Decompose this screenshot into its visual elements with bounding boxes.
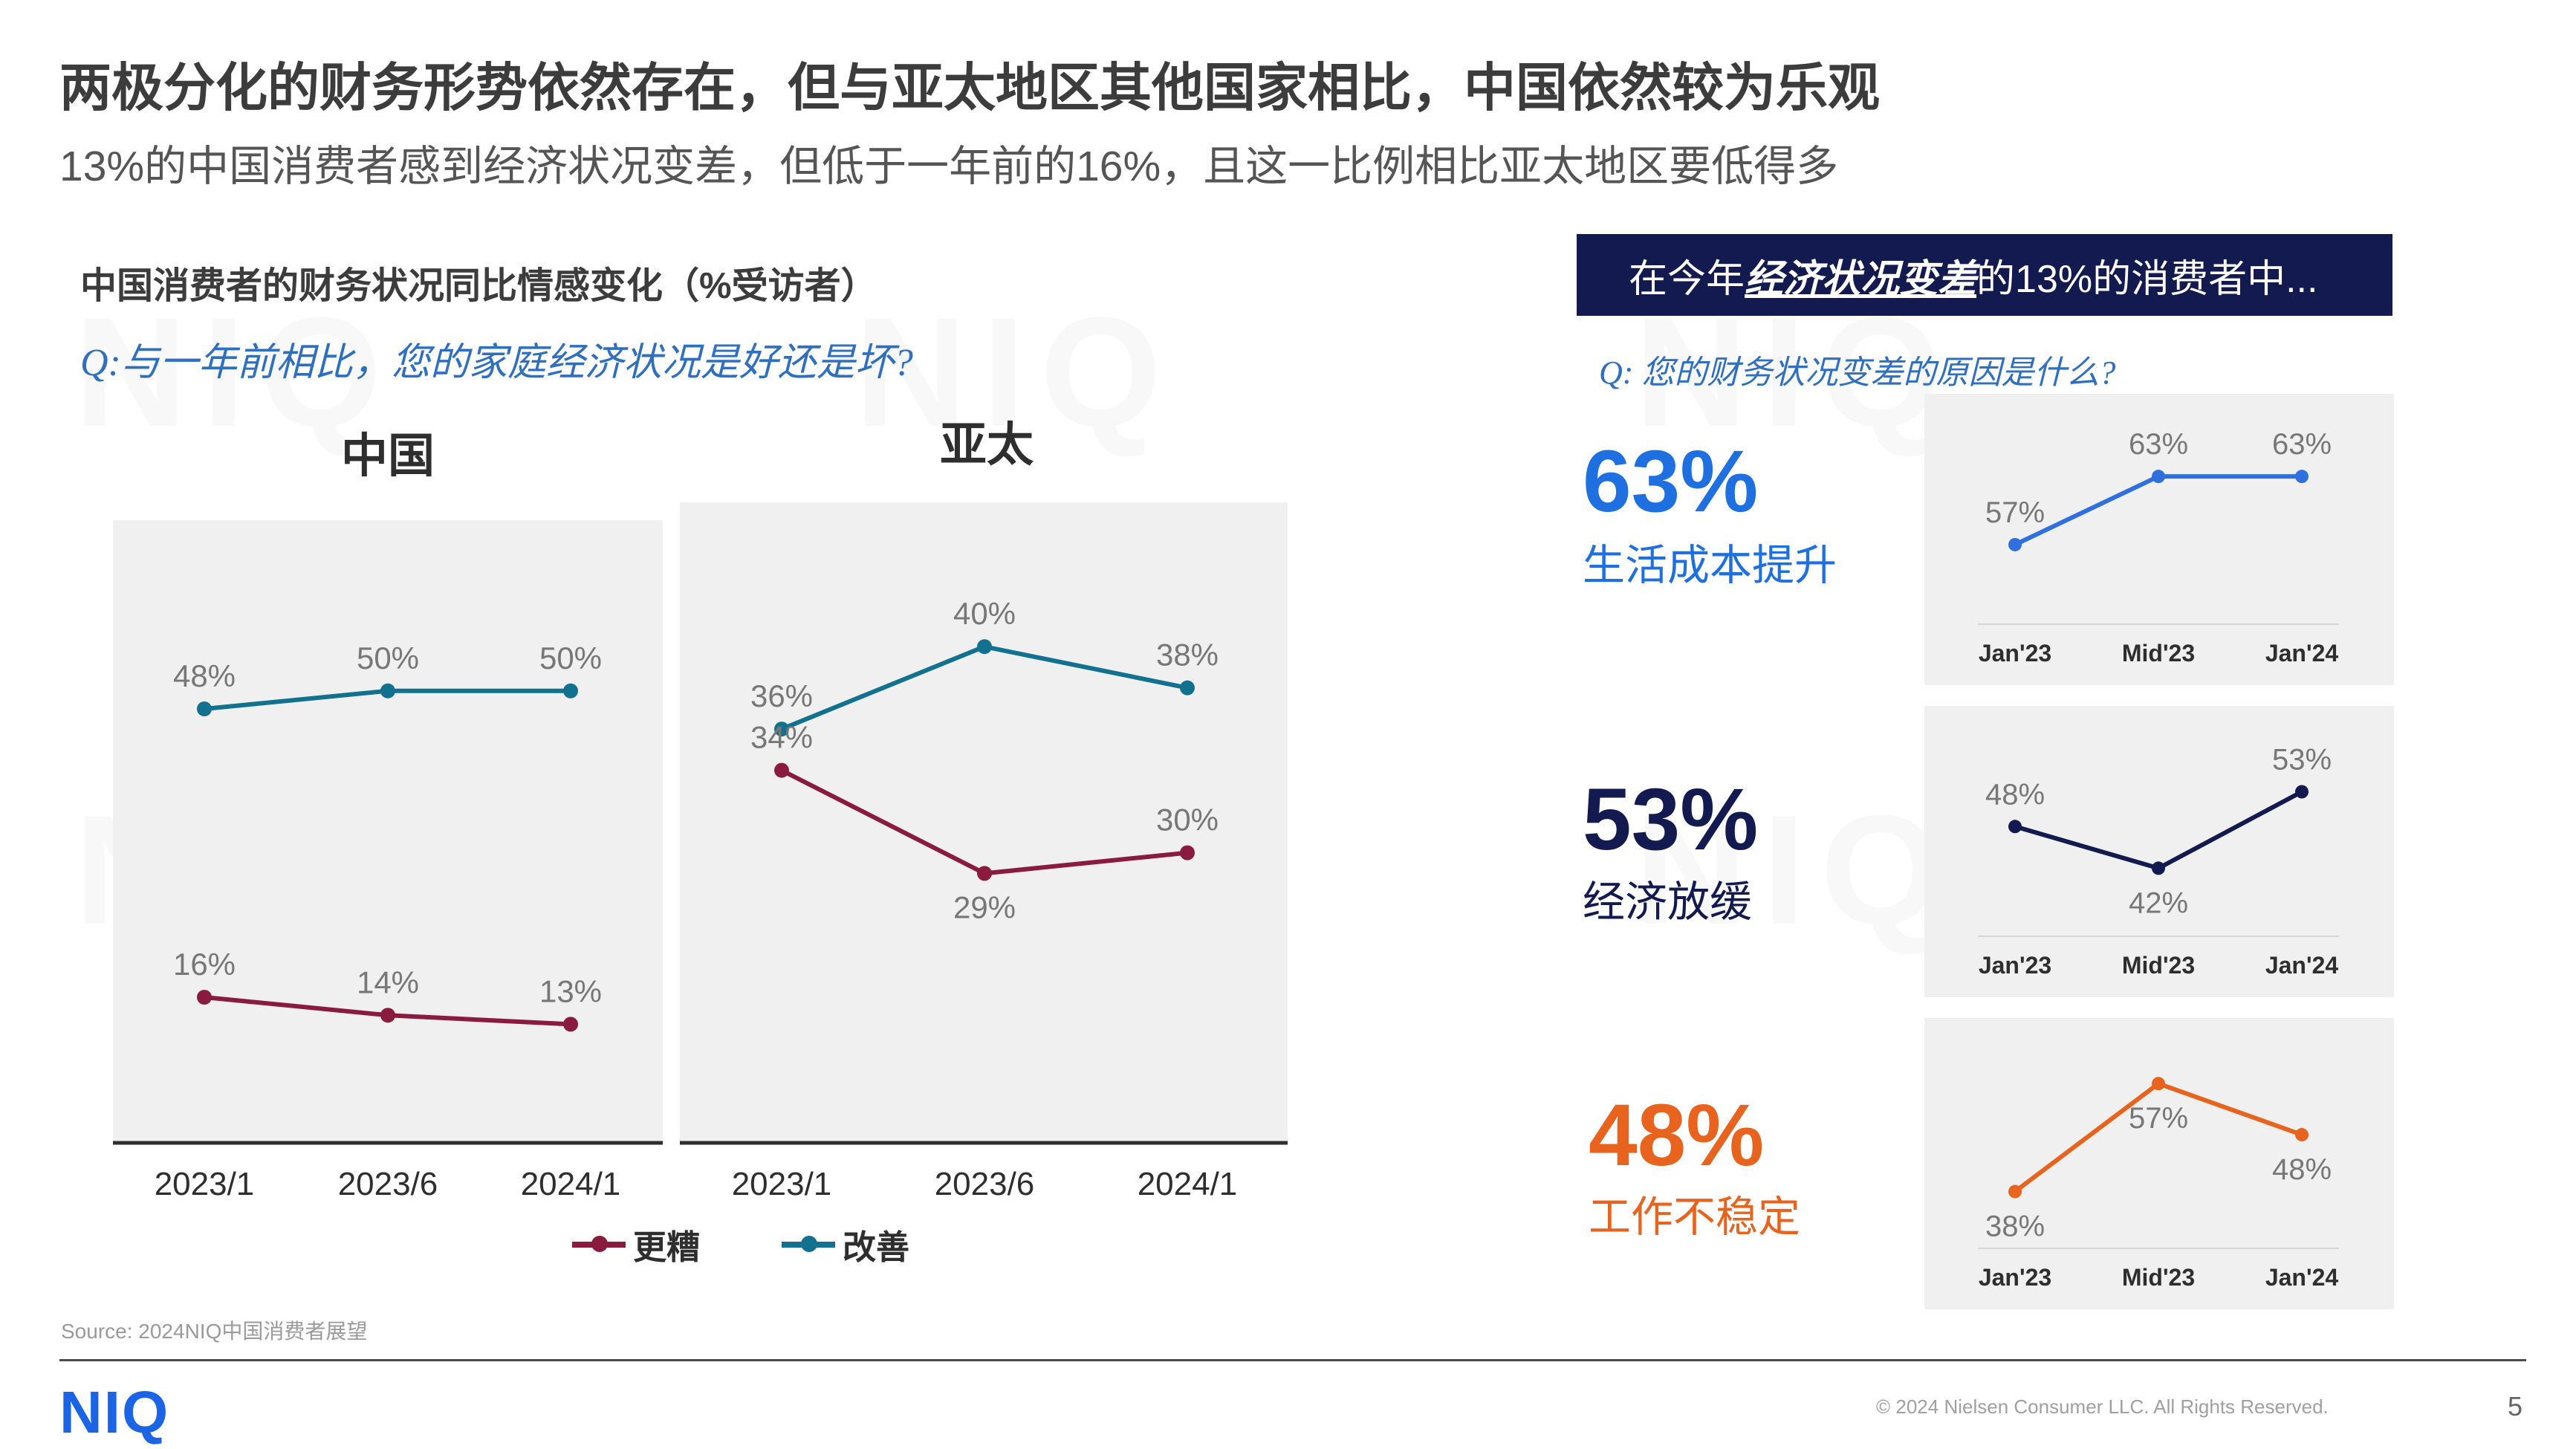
- data-point: [2295, 1128, 2309, 1142]
- data-point: [977, 866, 992, 881]
- data-point: [977, 639, 992, 655]
- data-label: 14%: [357, 965, 419, 999]
- data-point: [2295, 785, 2309, 799]
- data-label: 63%: [2272, 428, 2332, 461]
- page-title: 两极分化的财务形势依然存在，但与亚太地区其他国家相比，中国依然较为乐观: [59, 59, 1880, 117]
- legend-swatch-worse: [572, 1235, 626, 1252]
- data-label: 42%: [2129, 886, 2188, 919]
- data-label: 38%: [1156, 638, 1219, 672]
- x-tick-label: Jan'23: [1979, 640, 2051, 667]
- data-label: 34%: [750, 720, 813, 755]
- data-label: 30%: [1156, 803, 1219, 837]
- apac-chart-title: 亚太: [940, 419, 1034, 471]
- copyright-text: © 2024 Nielsen Consumer LLC. All Rights …: [1876, 1395, 2329, 1418]
- data-point: [563, 1017, 578, 1032]
- china-plot-area: [113, 520, 663, 1141]
- economy-slowdown-chart-bg: [1924, 706, 2394, 997]
- data-label: 53%: [2272, 744, 2332, 777]
- cost-of-living-chart-bg: [1924, 394, 2394, 685]
- data-point: [380, 1008, 395, 1023]
- page-number: 5: [2508, 1391, 2523, 1422]
- left-charts-svg: 中国 亚太 2023/1 2023/6 2024/1 48% 50% 50% 16% 14% 1…: [113, 419, 1288, 1202]
- data-label: 48%: [2272, 1153, 2332, 1186]
- data-label: 38%: [1985, 1210, 2045, 1243]
- reason-1-label: 生活成本提升: [1583, 542, 1837, 589]
- data-label: 29%: [953, 889, 1016, 924]
- left-question: Q:与一年前相比，您的家庭经济状况是好还是坏?: [80, 342, 913, 384]
- page-subtitle: 13%的中国消费者感到经济状况变差，但低于一年前的16%，且这一比例相比亚太地区…: [59, 143, 1839, 190]
- data-label: 48%: [1985, 778, 2045, 811]
- legend-item-better: 改善: [782, 1220, 909, 1268]
- x-tick-label: Mid'23: [2122, 952, 2195, 979]
- reason-2-label: 经济放缓: [1583, 878, 1752, 926]
- reason-3-value: 48%: [1589, 1086, 1765, 1184]
- data-point: [2295, 470, 2309, 484]
- x-tick-label: Jan'23: [1979, 952, 2051, 979]
- data-point: [774, 722, 789, 737]
- data-label: 13%: [539, 973, 602, 1008]
- x-tick-label: Mid'23: [2122, 640, 2195, 667]
- source-note: Source: 2024NIQ中国消费者展望: [61, 1320, 368, 1343]
- x-tick-label: Mid'23: [2122, 1264, 2195, 1291]
- data-point: [2152, 1077, 2165, 1091]
- right-question: Q: 您的财务状况变差的原因是什么?: [1599, 354, 2116, 391]
- reasons-banner: 在今年 经济状况变差 的13%的消费者中...: [1577, 234, 2392, 316]
- data-point: [2008, 820, 2022, 834]
- x-tick-label: 2024/1: [521, 1166, 621, 1202]
- x-tick-label: 2023/6: [338, 1166, 438, 1202]
- legend-item-worse: 更糟: [572, 1220, 700, 1268]
- data-point: [380, 683, 395, 698]
- reason-3-label: 工作不稳定: [1589, 1193, 1800, 1241]
- x-tick-label: Jan'24: [2265, 640, 2339, 667]
- data-point: [1180, 680, 1195, 696]
- legend-label-worse: 更糟: [633, 1228, 701, 1266]
- data-label: 50%: [357, 641, 419, 675]
- reason-1-value: 63%: [1583, 432, 1759, 531]
- footer-divider: [59, 1359, 2526, 1361]
- data-label: 50%: [539, 641, 602, 675]
- legend-label-better: 改善: [843, 1228, 910, 1266]
- x-tick-label: Jan'24: [2265, 952, 2339, 979]
- data-label: 40%: [953, 596, 1016, 631]
- data-point: [1180, 845, 1195, 860]
- data-point: [197, 990, 212, 1005]
- x-tick-label: 2024/1: [1138, 1166, 1238, 1202]
- data-label: 48%: [173, 658, 236, 693]
- data-point: [2152, 470, 2165, 484]
- data-point: [2008, 1184, 2022, 1199]
- legend-swatch-better: [782, 1235, 836, 1252]
- job-insecurity-chart-bg: [1924, 1018, 2394, 1309]
- data-point: [2152, 861, 2165, 875]
- x-tick-label: Jan'24: [2265, 1264, 2339, 1291]
- left-section-title: 中国消费者的财务状况同比情感变化（%受访者）: [80, 266, 877, 306]
- data-point: [563, 683, 578, 698]
- x-tick-label: Jan'23: [1979, 1264, 2051, 1291]
- x-tick-label: 2023/1: [155, 1166, 255, 1202]
- data-point: [197, 701, 212, 716]
- chart-legend: 更糟 改善: [572, 1220, 909, 1268]
- data-label: 16%: [173, 947, 236, 982]
- data-label: 57%: [1985, 496, 2045, 529]
- right-charts-svg: Jan'23 Mid'23 Jan'24 57% 63% 63% Jan'23 Mid'23 J…: [1924, 394, 2394, 1309]
- data-label: 63%: [2129, 428, 2188, 461]
- data-point: [774, 762, 789, 778]
- data-label: 57%: [2129, 1102, 2188, 1135]
- data-point: [2008, 537, 2022, 551]
- banner-prefix: 在今年: [1629, 257, 1745, 301]
- data-label: 36%: [750, 678, 813, 713]
- banner-emphasis: 经济状况变差: [1745, 257, 1977, 301]
- apac-plot-area: [680, 502, 1288, 1141]
- x-tick-label: 2023/1: [732, 1166, 832, 1202]
- china-chart-title: 中国: [341, 430, 435, 482]
- niq-logo: NIQ: [59, 1379, 170, 1445]
- x-tick-label: 2023/6: [935, 1166, 1035, 1202]
- banner-suffix: 的13%的消费者中...: [1976, 257, 2318, 301]
- reason-2-value: 53%: [1583, 771, 1759, 869]
